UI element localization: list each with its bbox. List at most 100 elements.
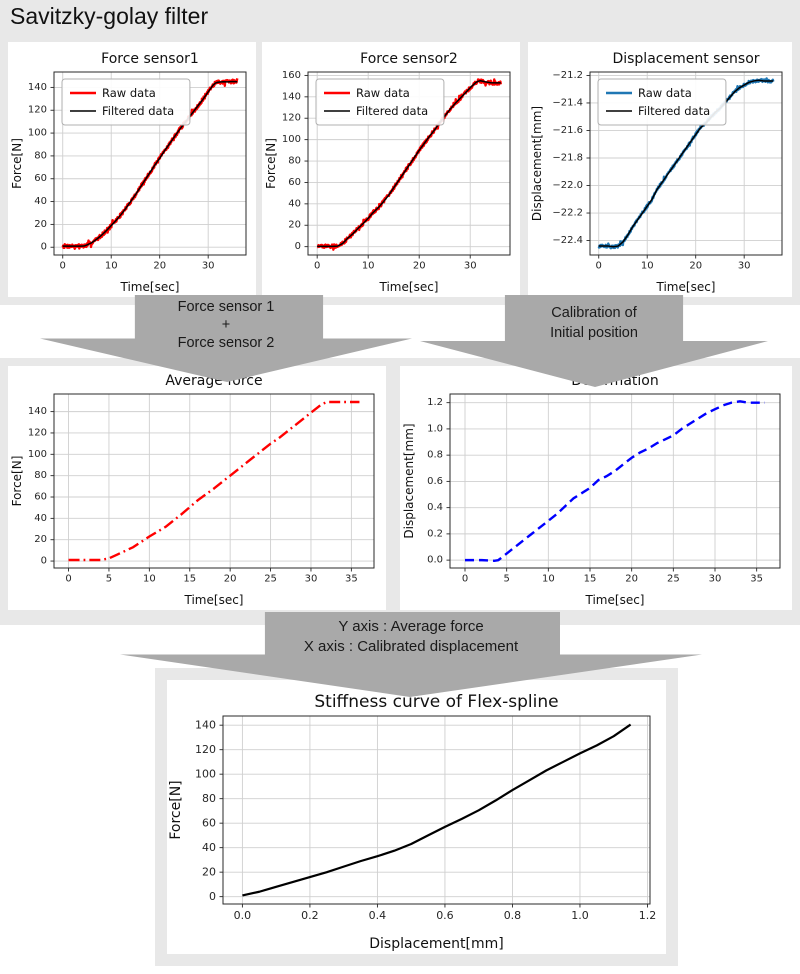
svg-text:140: 140: [282, 91, 301, 102]
svg-text:10: 10: [641, 260, 654, 271]
svg-text:Force sensor2: Force sensor2: [360, 51, 458, 67]
svg-text:Displacement[mm]: Displacement[mm]: [369, 936, 503, 952]
svg-text:60: 60: [34, 173, 47, 184]
svg-text:120: 120: [28, 105, 47, 116]
svg-text:0: 0: [60, 260, 66, 271]
svg-text:Filtered data: Filtered data: [638, 104, 710, 118]
svg-text:Filtered data: Filtered data: [356, 104, 428, 118]
chart-average-force: 0 5 10 15 20 25 30 35020406080100120140Average …: [10, 373, 375, 607]
panel-stiffness-outer: 0.0 0.2 0.4 0.6 0.8 1.0 1.2 0 20 40 60 80 100 120 140 S…: [155, 668, 678, 966]
svg-text:100: 100: [195, 768, 216, 781]
svg-text:Force[N]: Force[N]: [264, 138, 278, 189]
arrow-text-line: Y axis : Average force: [338, 618, 484, 635]
svg-text:100: 100: [282, 134, 301, 145]
svg-text:Time[sec]: Time[sec]: [379, 280, 439, 294]
svg-text:10: 10: [542, 573, 555, 584]
panel-force-sensor1: 0 10 20 30 0 20 40 60 80 100 120 140 Force sensor1 Ti…: [8, 42, 256, 297]
svg-text:Stiffness curve of Flex-spline: Stiffness curve of Flex-spline: [314, 692, 558, 712]
svg-text:0.8: 0.8: [504, 909, 522, 922]
svg-text:Time[sec]: Time[sec]: [585, 593, 645, 607]
svg-text:25: 25: [667, 573, 680, 584]
svg-text:20: 20: [224, 573, 237, 584]
page-title: Savitzky-golay filter: [10, 3, 209, 29]
arrow-text-line: X axis : Calibrated displacement: [303, 638, 519, 655]
arrow-text-line: Force sensor 1: [177, 299, 275, 315]
svg-text:Time[sec]: Time[sec]: [184, 593, 244, 607]
svg-text:−21.4: −21.4: [552, 97, 583, 108]
svg-text:20: 20: [34, 534, 47, 545]
svg-text:120: 120: [195, 743, 216, 756]
svg-text:0.4: 0.4: [427, 502, 443, 513]
svg-text:80: 80: [288, 156, 301, 167]
svg-text:40: 40: [202, 841, 216, 854]
svg-text:15: 15: [584, 573, 597, 584]
svg-text:60: 60: [34, 492, 47, 503]
svg-text:1.0: 1.0: [571, 909, 589, 922]
svg-text:0: 0: [41, 556, 47, 567]
svg-text:160: 160: [282, 70, 301, 81]
arrow-text-line: Initial position: [550, 325, 638, 341]
svg-text:35: 35: [750, 573, 763, 584]
svg-text:Displacement[mm]: Displacement[mm]: [402, 423, 416, 538]
svg-text:Raw data: Raw data: [102, 86, 156, 100]
svg-text:25: 25: [264, 573, 277, 584]
svg-text:0: 0: [209, 890, 216, 903]
svg-text:0.4: 0.4: [369, 909, 387, 922]
svg-text:30: 30: [305, 573, 318, 584]
svg-text:1.2: 1.2: [639, 909, 657, 922]
chart-displacement-sensor: 0 10 20 30 −22.4 −22.2 −22.0 −21.8 −21.6 −21.4 −21…: [530, 51, 783, 294]
svg-text:80: 80: [202, 792, 216, 805]
svg-text:Displacement sensor: Displacement sensor: [612, 51, 759, 67]
svg-text:0: 0: [295, 241, 301, 252]
svg-text:30: 30: [738, 260, 751, 271]
chart-force-sensor1: 0 10 20 30 0 20 40 60 80 100 120 140 Force sensor1 Ti…: [10, 51, 247, 294]
svg-text:30: 30: [202, 260, 215, 271]
svg-text:0: 0: [65, 573, 71, 584]
svg-text:80: 80: [34, 470, 47, 481]
svg-text:−22.2: −22.2: [552, 208, 583, 219]
svg-text:Force[N]: Force[N]: [10, 456, 24, 507]
svg-text:Displacement[mm]: Displacement[mm]: [530, 106, 544, 221]
svg-text:80: 80: [34, 150, 47, 161]
svg-text:60: 60: [202, 817, 216, 830]
svg-text:100: 100: [28, 128, 47, 139]
svg-text:−22.4: −22.4: [552, 235, 583, 246]
svg-text:Time[sec]: Time[sec]: [656, 280, 716, 294]
chart-deformation: 051015202530350.00.20.40.60.81.01.2Defor…: [402, 373, 781, 607]
svg-text:120: 120: [282, 113, 301, 124]
svg-text:Raw data: Raw data: [638, 86, 692, 100]
svg-text:15: 15: [183, 573, 196, 584]
svg-text:60: 60: [288, 177, 301, 188]
svg-text:10: 10: [143, 573, 156, 584]
svg-text:20: 20: [34, 219, 47, 230]
svg-text:Force[N]: Force[N]: [168, 780, 184, 839]
svg-text:Raw data: Raw data: [356, 86, 410, 100]
svg-text:1.0: 1.0: [427, 423, 443, 434]
svg-text:0: 0: [41, 242, 47, 253]
svg-text:10: 10: [105, 260, 118, 271]
svg-text:5: 5: [503, 573, 509, 584]
svg-text:Time[sec]: Time[sec]: [120, 280, 180, 294]
svg-text:40: 40: [34, 196, 47, 207]
svg-text:40: 40: [34, 513, 47, 524]
svg-text:−22.0: −22.0: [552, 180, 583, 191]
svg-text:100: 100: [28, 449, 47, 460]
svg-text:−21.2: −21.2: [552, 70, 583, 81]
svg-text:Filtered data: Filtered data: [102, 104, 174, 118]
svg-text:20: 20: [625, 573, 638, 584]
panel-deformation: 051015202530350.00.20.40.60.81.01.2Defor…: [400, 366, 792, 610]
svg-text:35: 35: [345, 573, 358, 584]
svg-text:−21.8: −21.8: [552, 152, 583, 163]
svg-text:5: 5: [106, 573, 112, 584]
svg-text:140: 140: [28, 406, 47, 417]
panel-force-sensor2: 0 10 20 30 0 20 40 60 80 100 120 140 160 Force sensor…: [262, 42, 520, 297]
chart-stiffness-curve: 0.0 0.2 0.4 0.6 0.8 1.0 1.2 0 20 40 60 80 100 120 140 S…: [168, 692, 657, 952]
svg-text:0: 0: [462, 573, 468, 584]
arrow-text-line: Force sensor 2: [177, 335, 275, 351]
svg-text:Force[N]: Force[N]: [10, 138, 24, 189]
svg-text:0.6: 0.6: [436, 909, 454, 922]
panel-displacement-sensor: 0 10 20 30 −22.4 −22.2 −22.0 −21.8 −21.6 −21.4 −21…: [528, 42, 792, 297]
arrow-text-line: Calibration of: [551, 305, 637, 321]
svg-text:0.2: 0.2: [427, 528, 443, 539]
